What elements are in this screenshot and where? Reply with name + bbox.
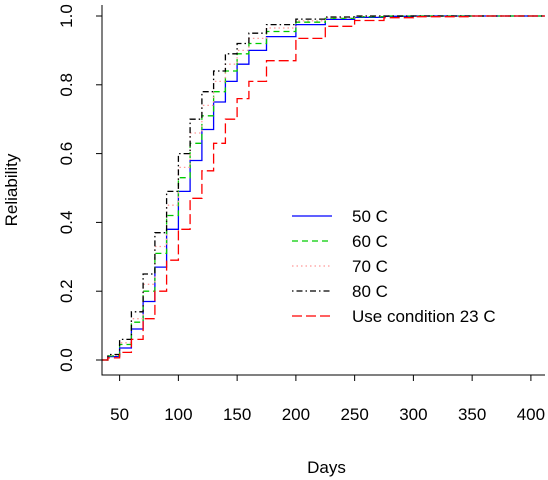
x-tick-label-350: 350: [458, 405, 486, 424]
y-tick-label-0: 0.0: [57, 348, 76, 372]
series-line-2: [102, 15, 545, 361]
y-tick-label-1: 0.2: [57, 279, 76, 303]
axis-frame: [101, 5, 545, 376]
y-tick-label-2: 0.4: [57, 211, 76, 235]
x-axis-title: Days: [307, 458, 346, 477]
x-tick-label-200: 200: [282, 405, 310, 424]
axes: 50 100 150 200 250 300 350 400 0.0 0.2 0.4 0.6 0.8 1.…: [57, 4, 545, 424]
y-tick-label-5: 1.0: [57, 4, 76, 28]
x-tick-label-250: 250: [340, 405, 368, 424]
x-tick-label-50: 50: [110, 405, 129, 424]
legend-label-4: Use condition 23 C: [352, 307, 496, 326]
legend-label-2: 70 C: [352, 257, 388, 276]
plot-area: [102, 15, 545, 361]
legend-label-1: 60 C: [352, 232, 388, 251]
x-tick-label-100: 100: [164, 405, 192, 424]
series-line-3: [102, 15, 545, 361]
legend-label-3: 80 C: [352, 282, 388, 301]
y-axis-title: Reliability: [2, 153, 21, 226]
series-line-4: [102, 15, 545, 361]
legend: 50 C 60 C 70 C 80 C Use condition 23 C: [292, 207, 496, 326]
series-line-1: [102, 15, 545, 361]
legend-label-0: 50 C: [352, 207, 388, 226]
y-tick-label-3: 0.6: [57, 142, 76, 166]
y-tick-label-4: 0.8: [57, 73, 76, 97]
x-tick-label-300: 300: [399, 405, 427, 424]
series-group: [102, 15, 545, 361]
x-tick-label-400: 400: [517, 405, 545, 424]
x-tick-label-150: 150: [223, 405, 251, 424]
